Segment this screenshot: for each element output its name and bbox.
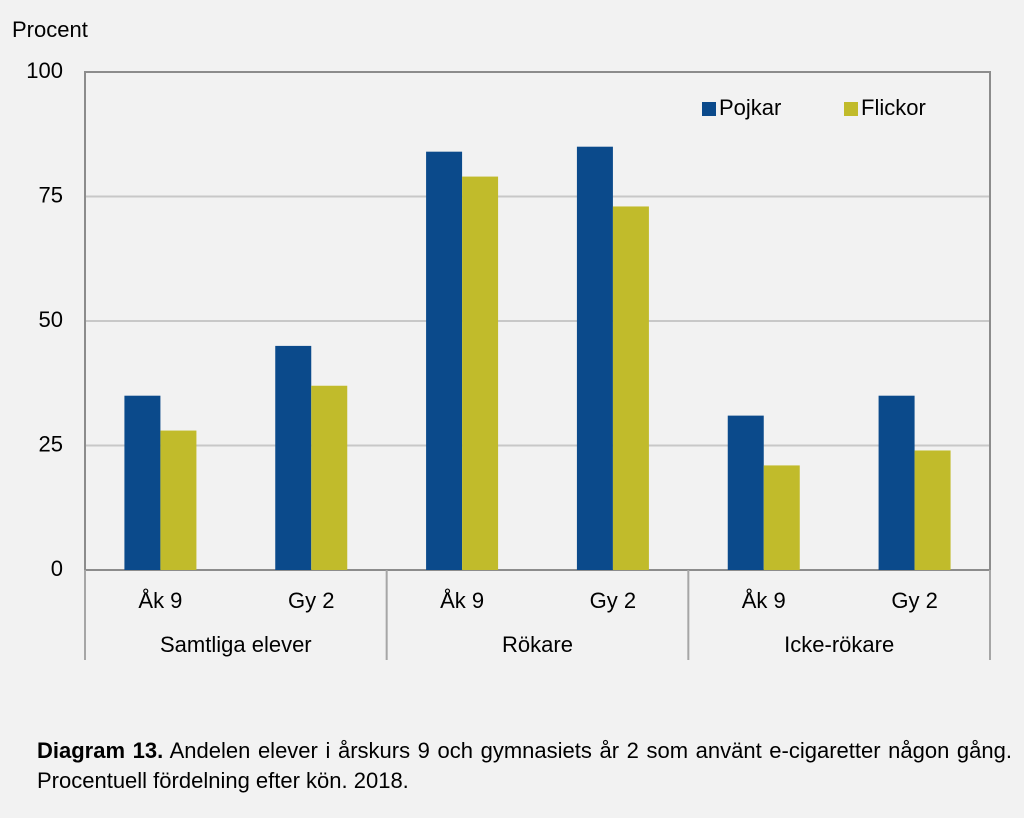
legend-label: Flickor bbox=[861, 95, 926, 120]
caption: Diagram 13. Andelen elever i årskurs 9 o… bbox=[37, 736, 1012, 796]
bar bbox=[311, 385, 348, 570]
x-tick-label: Åk 9 bbox=[138, 588, 182, 613]
bar bbox=[576, 146, 613, 570]
legend-label: Pojkar bbox=[719, 95, 781, 120]
y-tick-label: 75 bbox=[39, 182, 63, 207]
group-label: Icke-rökare bbox=[784, 632, 894, 657]
y-tick-label: 25 bbox=[39, 431, 63, 456]
bar bbox=[914, 450, 951, 570]
y-tick-label: 100 bbox=[26, 58, 63, 83]
bar bbox=[426, 151, 463, 570]
legend-swatch bbox=[702, 102, 716, 116]
x-tick-label: Åk 9 bbox=[440, 588, 484, 613]
bar bbox=[160, 430, 197, 570]
x-tick-label: Gy 2 bbox=[891, 588, 937, 613]
caption-text: Andelen elever i årskurs 9 och gymnasiet… bbox=[37, 738, 1012, 793]
group-label: Rökare bbox=[502, 632, 573, 657]
bar bbox=[727, 415, 764, 570]
plot-border bbox=[84, 71, 991, 571]
caption-label: Diagram 13. bbox=[37, 738, 164, 763]
x-tick-label: Gy 2 bbox=[288, 588, 334, 613]
bar bbox=[763, 465, 800, 570]
bar bbox=[612, 206, 649, 570]
y-tick-label: 0 bbox=[51, 556, 63, 581]
chart: Procent 0 25 50 75 100 Åk 9 Gy 2 Åk 9 Gy 2 Åk 9 Gy… bbox=[12, 17, 991, 660]
legend-swatch bbox=[844, 102, 858, 116]
bar bbox=[462, 176, 499, 570]
x-tick-label: Åk 9 bbox=[742, 588, 786, 613]
group-label: Samtliga elever bbox=[160, 632, 312, 657]
bar bbox=[878, 395, 915, 570]
bar bbox=[275, 345, 312, 570]
y-tick-label: 50 bbox=[39, 307, 63, 332]
y-axis-label: Procent bbox=[12, 17, 88, 42]
x-tick-label: Gy 2 bbox=[590, 588, 636, 613]
bar bbox=[124, 395, 161, 570]
